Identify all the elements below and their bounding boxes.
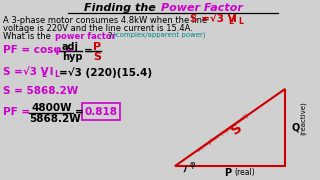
Text: P: P: [224, 168, 232, 178]
Text: I: I: [46, 67, 53, 77]
FancyBboxPatch shape: [82, 103, 120, 120]
Text: L: L: [228, 17, 233, 26]
Text: Q: Q: [291, 122, 299, 132]
Text: S: S: [229, 121, 245, 138]
Text: complex (apparent): complex (apparent): [196, 113, 250, 153]
Text: adj: adj: [62, 42, 79, 52]
Text: (real): (real): [234, 168, 255, 177]
Text: =: =: [84, 45, 93, 55]
Text: L: L: [238, 17, 243, 26]
Text: L: L: [54, 70, 59, 79]
Text: (complex/apparent power): (complex/apparent power): [113, 32, 206, 38]
Text: S =√3 V: S =√3 V: [3, 67, 49, 77]
Text: =√3 (220)(15.4): =√3 (220)(15.4): [59, 67, 152, 78]
Text: 5868.2W: 5868.2W: [29, 114, 81, 123]
Text: S: S: [93, 52, 101, 62]
Text: PF = cosφ =: PF = cosφ =: [3, 45, 74, 55]
Text: 0.818: 0.818: [84, 107, 117, 117]
Text: Power Factor: Power Factor: [161, 3, 243, 13]
Text: A 3-phase motor consumes 4.8kW when the line: A 3-phase motor consumes 4.8kW when the …: [3, 16, 207, 25]
Text: φ: φ: [189, 160, 195, 169]
Text: =: =: [75, 107, 84, 117]
Text: ?: ?: [107, 32, 111, 41]
Text: S =√3 V: S =√3 V: [190, 14, 236, 24]
Text: power factor: power factor: [55, 32, 116, 41]
Text: P: P: [93, 42, 101, 52]
Text: voltage is 220V and the line current is 15.4A.: voltage is 220V and the line current is …: [3, 24, 193, 33]
Text: What is the: What is the: [3, 32, 53, 41]
Text: I: I: [233, 14, 237, 24]
Polygon shape: [175, 89, 285, 166]
Text: Finding the: Finding the: [84, 3, 160, 13]
Text: hyp: hyp: [62, 52, 83, 62]
Text: 4800W: 4800W: [31, 103, 72, 113]
Text: (reactive): (reactive): [300, 102, 306, 135]
Text: PF =: PF =: [3, 107, 34, 117]
Text: S = 5868.2W: S = 5868.2W: [3, 86, 78, 96]
Text: L: L: [41, 70, 46, 79]
